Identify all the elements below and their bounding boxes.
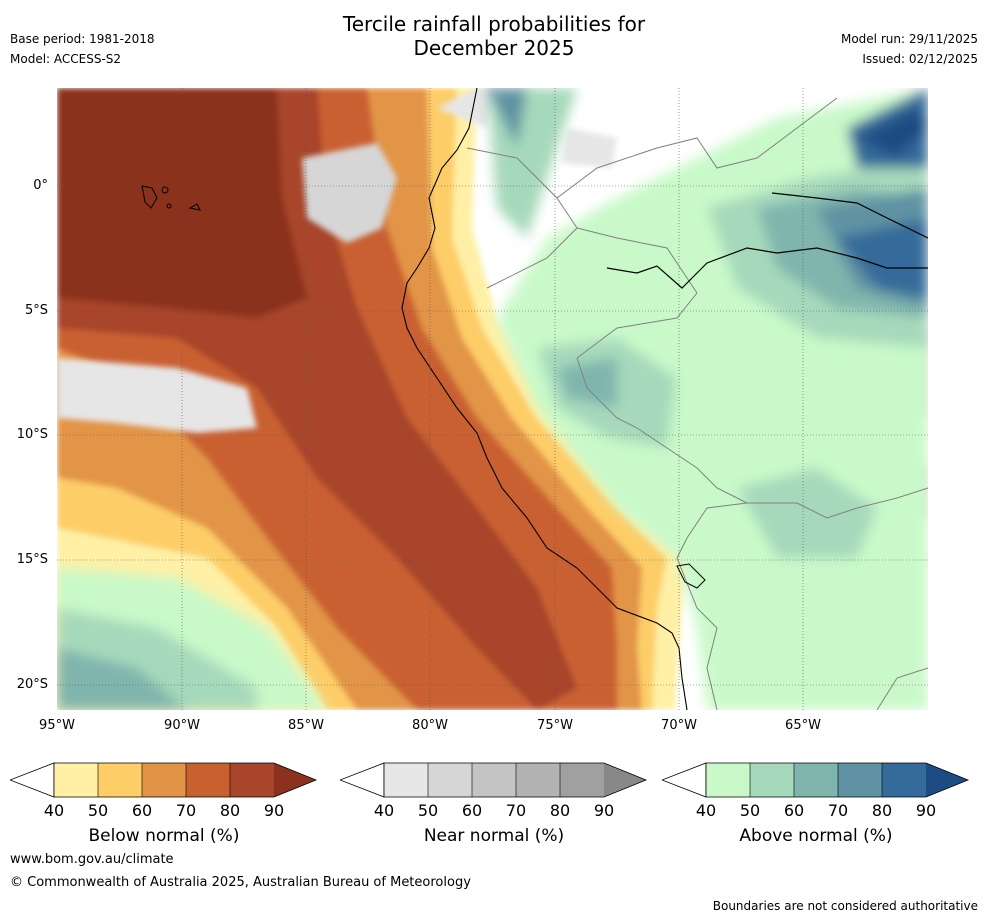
footer-copyright: © Commonwealth of Australia 2025, Austra… xyxy=(10,875,471,890)
near-tick-70: 70 xyxy=(505,801,527,820)
map-title: Tercile rainfall probabilities for Decem… xyxy=(0,12,988,60)
below-extend-high xyxy=(274,763,316,797)
lat-label-20s: 20°S xyxy=(16,677,48,692)
above-bin-50 xyxy=(750,763,794,797)
near-bin-40 xyxy=(384,763,428,797)
river xyxy=(606,247,928,289)
footer-disclaimer: Boundaries are not considered authoritat… xyxy=(712,899,978,913)
near-extend-high xyxy=(604,763,646,797)
below-tick-90: 90 xyxy=(263,801,285,820)
above-normal-title: Above normal (%) xyxy=(739,826,893,846)
colorbar-above-normal xyxy=(662,762,970,798)
near-bin-50 xyxy=(428,763,472,797)
above-bin-70 xyxy=(838,763,882,797)
graticule xyxy=(57,88,928,710)
above-tick-60: 60 xyxy=(783,801,805,820)
above-tick-40: 40 xyxy=(695,801,717,820)
lat-label-10s: 10°S xyxy=(16,427,48,442)
lat-label-5s: 5°S xyxy=(24,303,48,318)
meta-right: Model run: 29/11/2025 Issued: 02/12/2025 xyxy=(841,29,978,69)
lon-label-85w: 85°W xyxy=(288,718,324,733)
below-bin-40 xyxy=(54,763,98,797)
below-bin-80 xyxy=(230,763,274,797)
title-line-1: Tercile rainfall probabilities for xyxy=(342,12,646,36)
lon-label-75w: 75°W xyxy=(537,718,573,733)
meta-left: Base period: 1981-2018 Model: ACCESS-S2 xyxy=(10,29,155,69)
footer-url: www.bom.gov.au/climate xyxy=(10,852,174,867)
near-bin-80 xyxy=(560,763,604,797)
lon-label-70w: 70°W xyxy=(661,718,697,733)
lat-label-0: 0° xyxy=(33,178,48,193)
near-tick-90: 90 xyxy=(593,801,615,820)
below-normal-title: Below normal (%) xyxy=(88,826,240,846)
above-tick-70: 70 xyxy=(827,801,849,820)
below-bin-50 xyxy=(98,763,142,797)
lon-label-95w: 95°W xyxy=(39,718,75,733)
country-borders xyxy=(466,97,928,710)
above-bin-40 xyxy=(706,763,750,797)
below-bin-60 xyxy=(142,763,186,797)
issue-date: Issued: 02/12/2025 xyxy=(862,52,978,66)
lon-label-90w: 90°W xyxy=(164,718,200,733)
near-bin-60 xyxy=(472,763,516,797)
title-line-2: December 2025 xyxy=(413,36,575,60)
near-tick-50: 50 xyxy=(417,801,439,820)
above-tick-50: 50 xyxy=(739,801,761,820)
coastline xyxy=(401,88,688,710)
model-name: Model: ACCESS-S2 xyxy=(10,52,122,66)
colorbar-below-normal xyxy=(10,762,318,798)
below-tick-50: 50 xyxy=(87,801,109,820)
near-normal-title: Near normal (%) xyxy=(423,826,565,846)
above-bin-80 xyxy=(882,763,926,797)
lake-titicaca xyxy=(676,563,706,589)
below-extend-low xyxy=(10,762,55,798)
colorbar-near-normal xyxy=(340,762,648,798)
base-period: Base period: 1981-2018 xyxy=(10,32,155,46)
below-bin-70 xyxy=(186,763,230,797)
above-tick-90: 90 xyxy=(915,801,937,820)
below-tick-70: 70 xyxy=(175,801,197,820)
near-extend-low xyxy=(340,762,385,798)
below-tick-40: 40 xyxy=(43,801,65,820)
rainfall-map xyxy=(57,88,928,710)
lon-label-65w: 65°W xyxy=(785,718,821,733)
below-tick-80: 80 xyxy=(219,801,241,820)
lat-label-15s: 15°S xyxy=(16,552,48,567)
above-bin-60 xyxy=(794,763,838,797)
near-tick-80: 80 xyxy=(549,801,571,820)
near-tick-40: 40 xyxy=(373,801,395,820)
above-extend-low xyxy=(662,762,707,798)
model-run: Model run: 29/11/2025 xyxy=(840,32,978,46)
galapagos-islands xyxy=(141,185,201,211)
near-bin-70 xyxy=(516,763,560,797)
above-tick-80: 80 xyxy=(871,801,893,820)
above-extend-high xyxy=(926,763,968,797)
lon-label-80w: 80°W xyxy=(412,718,448,733)
below-tick-60: 60 xyxy=(131,801,153,820)
river-branch xyxy=(771,192,928,239)
near-tick-60: 60 xyxy=(461,801,483,820)
probability-field xyxy=(57,88,928,710)
